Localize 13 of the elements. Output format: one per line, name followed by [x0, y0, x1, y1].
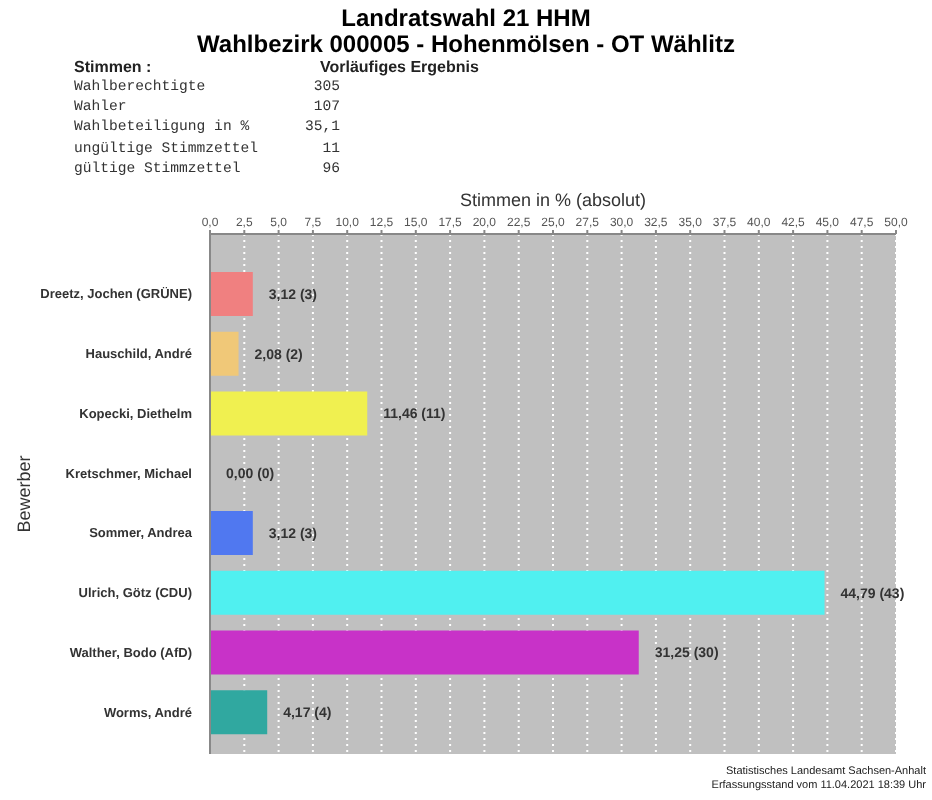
bar	[210, 630, 639, 675]
chart-subtitle: Wahlbezirk 000005 - Hohenmölsen - OT Wählitz	[195, 30, 737, 58]
text: Stimmen :	[74, 56, 152, 78]
text: Vorläufiges Ergebnis	[320, 56, 479, 78]
bar	[210, 331, 239, 376]
bar	[210, 570, 825, 615]
bar	[210, 391, 368, 436]
bar	[210, 690, 268, 735]
bar	[210, 272, 253, 316]
x-axis-title: Stimmen in % (absolut)	[459, 190, 647, 210]
bar	[210, 511, 253, 555]
chart-title: Landratswahl 21 HHM	[339, 4, 593, 32]
y-axis-title: Bewerber	[14, 455, 35, 533]
